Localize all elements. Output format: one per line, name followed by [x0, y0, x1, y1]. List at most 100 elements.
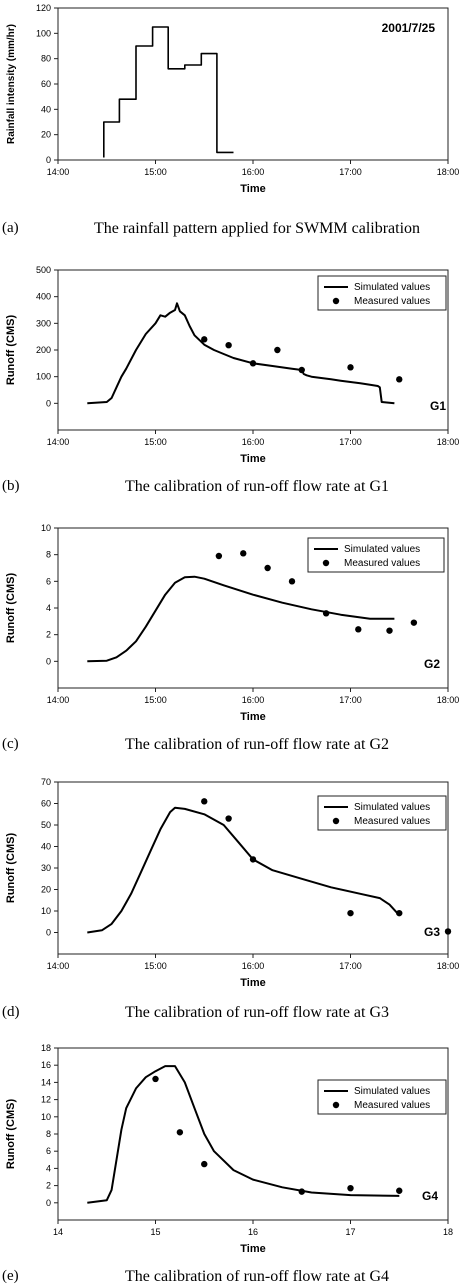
- legend-label-simulated: Simulated values: [354, 1086, 430, 1097]
- x-tick-label: 18:00: [437, 167, 460, 177]
- x-tick-label: 17:00: [339, 695, 362, 705]
- x-tick-label: 14:00: [47, 167, 70, 177]
- measured-point: [249, 360, 257, 367]
- y-tick-label: 10: [41, 1112, 51, 1122]
- x-tick-label: 17:00: [339, 437, 362, 447]
- caption-text: The calibration of run-off flow rate at …: [124, 1004, 390, 1021]
- measured-point: [215, 552, 223, 560]
- y-tick-label: 0: [46, 398, 51, 408]
- caption-letter: (e): [2, 1268, 19, 1284]
- y-axis-title: Runoff (CMS): [5, 833, 17, 904]
- x-tick-label: 14:00: [47, 437, 70, 447]
- y-tick-label: 4: [46, 603, 51, 613]
- rainfall-step-line: [103, 26, 234, 158]
- y-tick-label: 10: [41, 523, 51, 533]
- caption-a: (a) The rainfall pattern applied for SWM…: [0, 218, 474, 240]
- simulated-line: [87, 575, 395, 663]
- y-tick-label: 16: [41, 1060, 51, 1070]
- measured-point: [201, 798, 208, 805]
- x-tick-label: 16:00: [242, 961, 265, 971]
- x-tick-label: 16: [248, 1227, 258, 1237]
- x-tick-label: 14:00: [47, 961, 70, 971]
- x-tick-label: 15:00: [144, 437, 167, 447]
- legend-label-measured: Measured values: [344, 558, 420, 569]
- measured-point: [410, 619, 418, 626]
- x-tick-label: 15: [150, 1227, 160, 1237]
- measured-point: [347, 1184, 354, 1192]
- legend-box: [317, 275, 447, 311]
- x-tick-label: 18:00: [437, 695, 460, 705]
- legend-box: [307, 537, 445, 573]
- y-tick-label: 6: [46, 1146, 51, 1156]
- x-axis-title: Time: [240, 711, 265, 723]
- y-tick-label: 8: [46, 1129, 51, 1139]
- caption-b: (b) The calibration of run-off flow rate…: [0, 476, 474, 498]
- y-tick-label: 14: [41, 1077, 51, 1087]
- legend-label-simulated: Simulated values: [344, 544, 420, 555]
- x-axis-title: Time: [240, 977, 265, 989]
- measured-point: [347, 909, 354, 917]
- legend-label-simulated: Simulated values: [354, 282, 430, 293]
- x-tick-label: 17:00: [339, 167, 362, 177]
- simulated-line: [87, 806, 401, 934]
- x-tick-label: 15:00: [144, 695, 167, 705]
- legend-label-measured: Measured values: [354, 1100, 430, 1111]
- y-tick-label: 2: [46, 1181, 51, 1191]
- legend-dot-swatch: [332, 1101, 340, 1109]
- measured-point: [288, 578, 296, 585]
- x-tick-label: 14:00: [47, 695, 70, 705]
- legend-dot-swatch: [332, 817, 340, 825]
- measured-point: [347, 364, 354, 371]
- chart-e: 0 2 4 6 8 10 12 14 16 18 14 15 16 17 18 Time Runoff (C…: [5, 1043, 453, 1255]
- x-tick-label: 17: [345, 1227, 355, 1237]
- y-axis-title: Runoff (CMS): [5, 1099, 17, 1170]
- caption-letter: (c): [2, 736, 19, 752]
- measured-point: [298, 1188, 305, 1195]
- x-tick-label: 18:00: [437, 437, 460, 447]
- y-tick-label: 300: [36, 318, 51, 328]
- x-axis-title: Time: [240, 453, 265, 465]
- measured-point: [396, 1187, 403, 1194]
- measured-point: [298, 366, 305, 374]
- legend-dot-swatch: [332, 297, 340, 305]
- caption-text: The rainfall pattern applied for SWMM ca…: [93, 220, 421, 237]
- y-tick-label: 8: [46, 550, 51, 560]
- y-tick-label: 60: [41, 79, 51, 89]
- measured-point: [264, 564, 271, 572]
- x-tick-label: 15:00: [144, 961, 167, 971]
- caption-letter: (d): [2, 1004, 20, 1020]
- legend-box: [317, 795, 447, 831]
- measured-point: [249, 856, 257, 863]
- x-axis-title: Time: [240, 1243, 265, 1255]
- simulated-line: [87, 1065, 400, 1204]
- y-tick-label: 120: [36, 3, 51, 13]
- caption-e: (e) The calibration of run-off flow rate…: [0, 1266, 474, 1288]
- y-axis-title: Runoff (CMS): [5, 315, 17, 386]
- chart-c: 0 2 4 6 8 10 14:00 15:00 16:00 17:00 18:00 Time Ru…: [5, 523, 460, 723]
- y-tick-label: 0: [46, 155, 51, 165]
- measured-point: [201, 336, 208, 343]
- caption-letter: (a): [2, 220, 19, 236]
- measured-point: [322, 610, 330, 617]
- y-tick-label: 20: [41, 885, 51, 895]
- legend-label-simulated: Simulated values: [354, 802, 430, 813]
- caption-text: The calibration of run-off flow rate at …: [124, 736, 390, 753]
- chart-d: 0 10 20 30 40 50 60 70 14:00 15:00 16:00 17:00 18:00…: [5, 777, 459, 989]
- y-tick-label: 50: [41, 820, 51, 830]
- measured-point: [396, 909, 403, 917]
- legend-box: [317, 1079, 447, 1115]
- x-tick-label: 16:00: [242, 167, 265, 177]
- y-tick-label: 400: [36, 292, 51, 302]
- y-tick-label: 0: [46, 1198, 51, 1208]
- gauge-annotation: G4: [422, 1189, 438, 1203]
- measured-point: [386, 627, 393, 634]
- y-tick-label: 80: [41, 54, 51, 64]
- y-tick-label: 10: [41, 906, 51, 916]
- caption-c: (c) The calibration of run-off flow rate…: [0, 734, 474, 756]
- y-tick-label: 0: [46, 656, 51, 666]
- y-tick-label: 100: [36, 28, 51, 38]
- y-tick-label: 40: [41, 842, 51, 852]
- caption-d: (d) The calibration of run-off flow rate…: [0, 1002, 474, 1024]
- y-tick-label: 70: [41, 777, 51, 787]
- caption-letter: (b): [2, 478, 20, 494]
